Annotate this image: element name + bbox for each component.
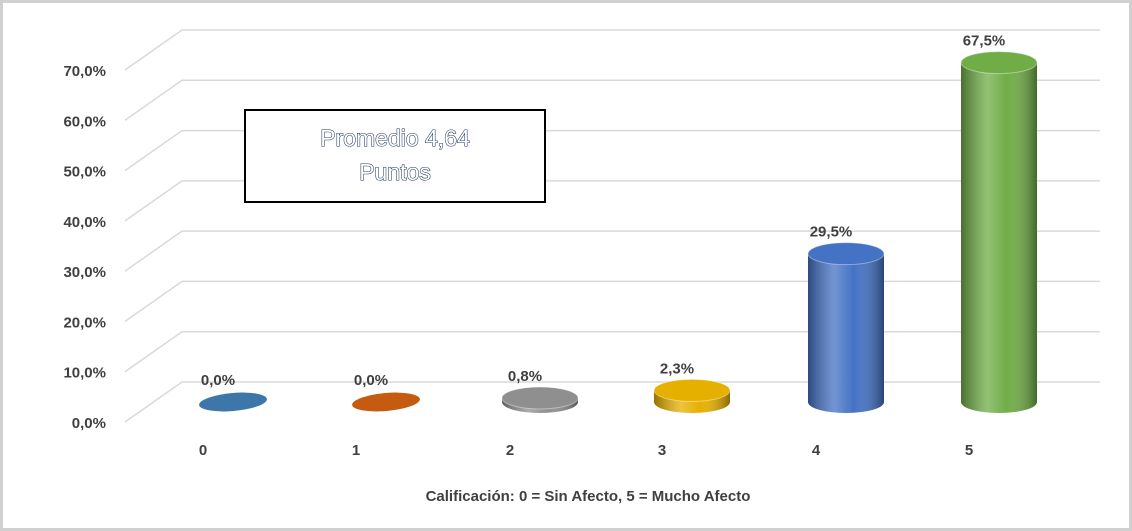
y-tick-label: 20,0% <box>63 314 106 331</box>
value-label: 0,0% <box>201 372 235 389</box>
value-label: 67,5% <box>963 33 1006 50</box>
grid-line <box>124 29 1100 71</box>
x-tick-label: 0 <box>199 442 207 459</box>
value-label: 29,5% <box>810 224 853 241</box>
bar-top <box>653 378 731 402</box>
bar-shade <box>961 62 1037 402</box>
annotation-box <box>244 109 546 203</box>
grid-line <box>124 180 1100 222</box>
bar-bottom-shade <box>808 391 884 413</box>
grid-line <box>124 129 1100 172</box>
y-tick-label: 30,0% <box>63 264 106 281</box>
x-tick-label: 2 <box>506 442 514 459</box>
grid-line <box>124 381 1100 423</box>
y-tick-label: 0,0% <box>72 415 106 432</box>
x-tick-label: 1 <box>352 442 360 459</box>
annotation-line: Promedio 4,64 <box>320 125 470 151</box>
y-tick-label: 10,0% <box>63 365 106 382</box>
grid-line <box>124 230 1100 272</box>
grid-line <box>124 79 1100 121</box>
y-tick-label: 40,0% <box>63 214 106 231</box>
grid-line <box>124 280 1100 323</box>
bar-top <box>501 386 579 410</box>
grid-line <box>124 330 1100 373</box>
x-tick-label: 4 <box>812 442 821 459</box>
bar <box>199 392 267 412</box>
bar-bottom-shade <box>961 391 1037 413</box>
x-tick-label: 3 <box>658 442 666 459</box>
x-tick-label: 5 <box>965 442 973 459</box>
y-tick-label: 60,0% <box>63 113 106 130</box>
y-tick-label: 50,0% <box>63 164 106 181</box>
bar-top <box>807 242 885 266</box>
bar-shade <box>808 253 884 402</box>
bars: 0,0% 0,0% 0,8% 2,3% 29,5% 67,5% <box>199 33 1038 413</box>
y-tick-label: 70,0% <box>63 63 106 80</box>
value-label: 2,3% <box>660 360 694 377</box>
bar <box>352 392 420 412</box>
x-axis-label: Calificación: 0 = Sin Afecto, 5 = Mucho … <box>426 488 751 505</box>
annotation-line: Puntos <box>359 159 431 185</box>
bar-top <box>960 51 1038 75</box>
value-label: 0,0% <box>354 372 388 389</box>
grid <box>124 29 1100 423</box>
value-label: 0,8% <box>508 368 542 385</box>
